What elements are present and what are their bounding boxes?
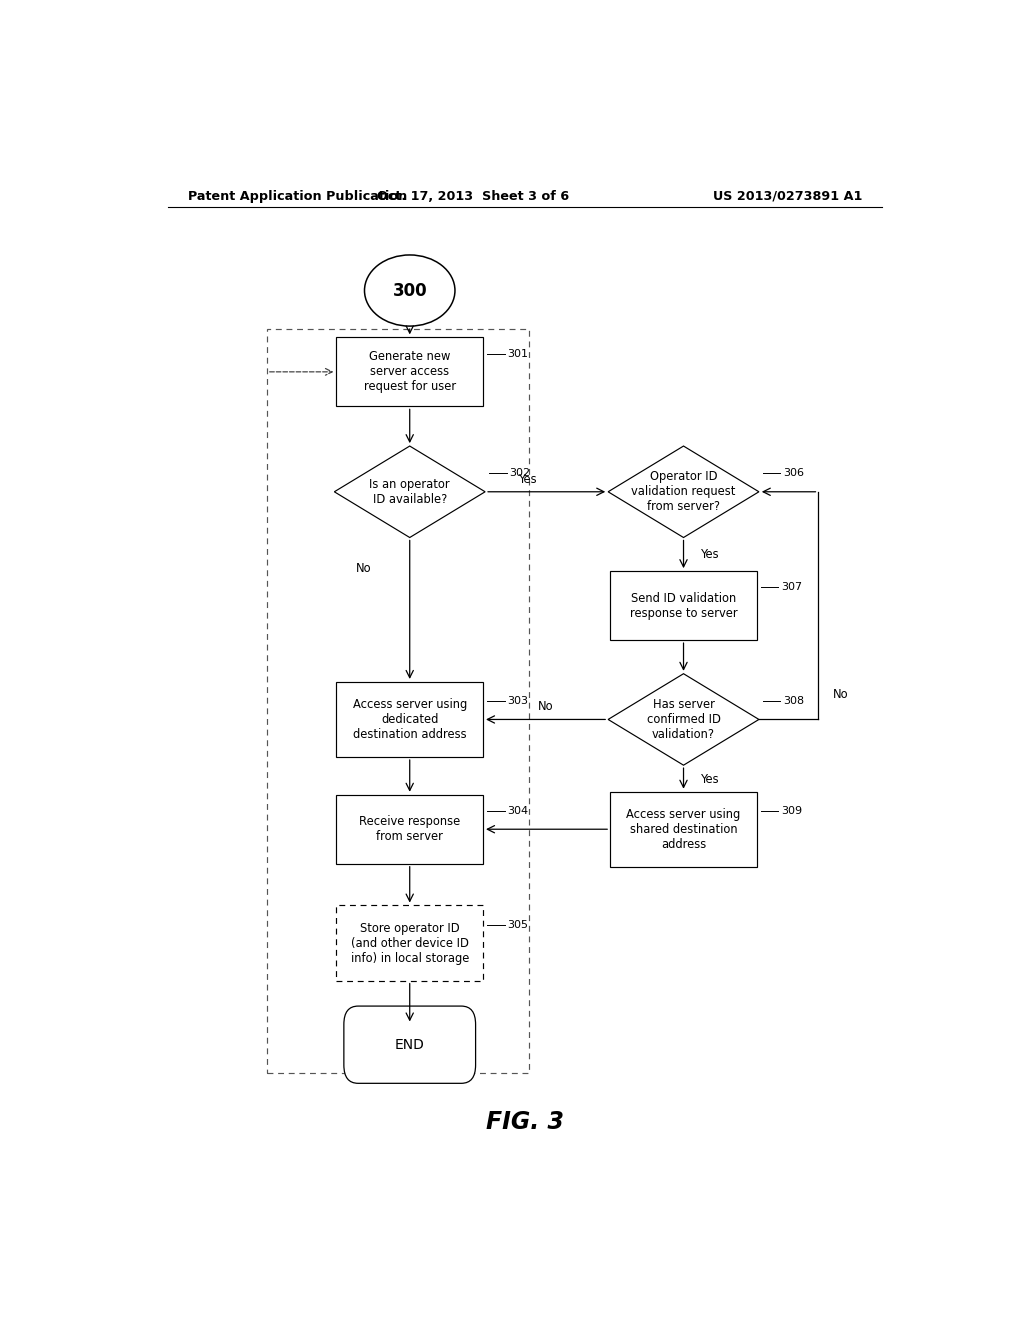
Text: END: END [395, 1038, 425, 1052]
FancyBboxPatch shape [336, 906, 483, 981]
Text: No: No [833, 688, 848, 701]
Text: Yes: Yes [701, 548, 720, 561]
Ellipse shape [365, 255, 455, 326]
Text: Yes: Yes [701, 774, 720, 787]
FancyBboxPatch shape [336, 682, 483, 758]
Text: 307: 307 [780, 582, 802, 593]
Polygon shape [608, 446, 759, 537]
Text: 308: 308 [782, 696, 804, 706]
Text: Patent Application Publication: Patent Application Publication [187, 190, 407, 202]
Text: Is an operator
ID available?: Is an operator ID available? [370, 478, 450, 506]
FancyBboxPatch shape [610, 792, 757, 867]
FancyBboxPatch shape [336, 795, 483, 863]
Text: No: No [356, 561, 372, 574]
FancyBboxPatch shape [344, 1006, 475, 1084]
Text: 301: 301 [507, 348, 528, 359]
Text: Oct. 17, 2013  Sheet 3 of 6: Oct. 17, 2013 Sheet 3 of 6 [377, 190, 569, 202]
Text: 300: 300 [392, 281, 427, 300]
Text: Receive response
from server: Receive response from server [359, 816, 461, 843]
Text: US 2013/0273891 A1: US 2013/0273891 A1 [713, 190, 862, 202]
FancyBboxPatch shape [336, 338, 483, 407]
Polygon shape [334, 446, 485, 537]
Text: Store operator ID
(and other device ID
info) in local storage: Store operator ID (and other device ID i… [350, 921, 469, 965]
Text: No: No [538, 700, 553, 713]
FancyBboxPatch shape [610, 572, 757, 640]
Text: 303: 303 [507, 696, 528, 706]
Text: Access server using
shared destination
address: Access server using shared destination a… [627, 808, 740, 850]
Polygon shape [608, 673, 759, 766]
Text: 304: 304 [507, 807, 528, 816]
Text: Send ID validation
response to server: Send ID validation response to server [630, 591, 737, 619]
Text: Generate new
server access
request for user: Generate new server access request for u… [364, 350, 456, 393]
Text: Yes: Yes [519, 473, 538, 486]
Text: Operator ID
validation request
from server?: Operator ID validation request from serv… [632, 470, 735, 513]
Text: 302: 302 [509, 469, 530, 478]
Text: 306: 306 [782, 469, 804, 478]
Bar [267, 329, 528, 1073]
Text: Has server
confirmed ID
validation?: Has server confirmed ID validation? [646, 698, 721, 741]
Text: 309: 309 [780, 807, 802, 816]
Text: FIG. 3: FIG. 3 [485, 1110, 564, 1134]
Text: 305: 305 [507, 920, 528, 929]
Text: Access server using
dedicated
destination address: Access server using dedicated destinatio… [352, 698, 467, 741]
